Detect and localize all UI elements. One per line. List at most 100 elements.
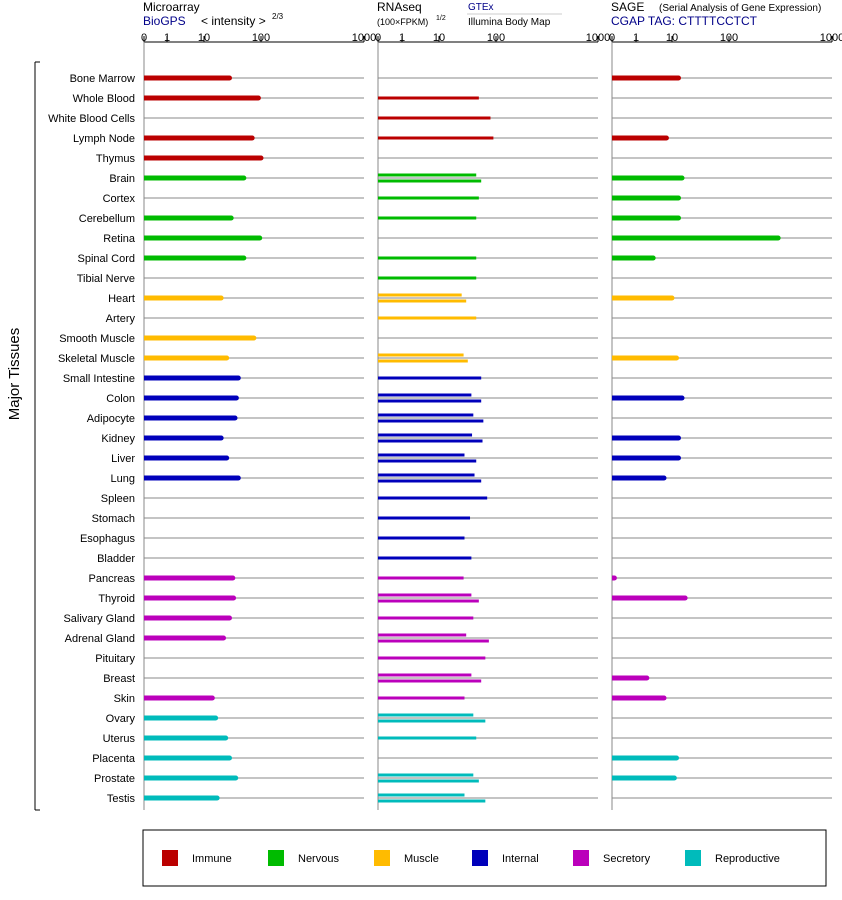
side-label: Major Tissues (6, 328, 23, 421)
sage-bar-end (682, 595, 688, 601)
tissue-label: Bone Marrow (70, 73, 135, 85)
microarray-bar-end (235, 475, 241, 481)
tissue-label: Lung (111, 473, 135, 485)
microarray-bar-end (257, 235, 263, 241)
microarray-bar-end (221, 635, 227, 641)
tissue-label: Prostate (94, 773, 135, 785)
microarray-bar-end (226, 75, 232, 81)
microarray-bar-end (226, 615, 232, 621)
tissue-label: Tibial Nerve (77, 273, 135, 285)
microarray-bar-end (228, 215, 234, 221)
microarray-exponent: 2/3 (272, 12, 284, 21)
tissue-label: Testis (107, 793, 136, 805)
side-bracket (34, 61, 40, 811)
microarray-bar-end (231, 595, 237, 601)
microarray-bar-end (214, 795, 220, 801)
rnaseq-source-illumina: Illumina Body Map (468, 17, 551, 28)
sage-subtitle: (Serial Analysis of Gene Expression) (659, 3, 821, 14)
tissue-label: Kidney (101, 433, 135, 445)
tissue-label: Esophagus (80, 533, 136, 545)
sage-bar-end (775, 235, 781, 241)
gridlines (144, 77, 832, 799)
sage-tag[interactable]: CGAP TAG: CTTTTCCTCT (611, 14, 758, 28)
sage-bar-end (611, 575, 617, 581)
microarray-bar-end (233, 775, 239, 781)
sage-bar-end (661, 695, 667, 701)
bars (144, 75, 781, 803)
sage-bar-end (679, 175, 685, 181)
rnaseq-tick-label: 10 (433, 32, 445, 44)
rnaseq-tick-label: 1000 (586, 32, 610, 44)
tissue-label: Ovary (106, 713, 136, 725)
legend-swatch-secretory (573, 850, 589, 866)
legend-label-internal: Internal (502, 853, 539, 865)
sage-bar-end (675, 75, 681, 81)
microarray-bar-end (230, 575, 236, 581)
sage-bar-end (674, 755, 680, 761)
microarray-unit: < intensity > (201, 14, 266, 28)
legend-swatch-immune (162, 850, 178, 866)
legend: Immune Nervous Muscle Internal Secretory Repr… (162, 850, 780, 866)
sage-bar-end (675, 215, 681, 221)
microarray-source[interactable]: BioGPS (143, 14, 186, 28)
tissue-label: Thymus (96, 153, 136, 165)
tissue-label: Brain (109, 173, 135, 185)
sage-bar-end (675, 435, 681, 441)
rnaseq-exponent: 1/2 (436, 15, 446, 22)
microarray-bar-end (251, 335, 257, 341)
microarray-bar-end (258, 155, 264, 161)
tissue-label: Pancreas (89, 573, 136, 585)
microarray-tick-label: 100 (252, 32, 270, 44)
sage-bar-end (679, 395, 685, 401)
legend-label-secretory: Secretory (603, 853, 651, 865)
sage-tick-label: 10 (666, 32, 678, 44)
sage-bar-end (675, 455, 681, 461)
sage-header: SAGE (Serial Analysis of Gene Expression… (611, 0, 821, 28)
tissue-label: Adrenal Gland (65, 633, 135, 645)
tissue-label: Liver (111, 453, 135, 465)
sage-bar-end (675, 195, 681, 201)
sage-tick-label: 1000 (820, 32, 842, 44)
tissue-label: Spinal Cord (78, 253, 135, 265)
tissue-label: White Blood Cells (48, 113, 135, 125)
microarray-bar-end (209, 695, 215, 701)
tissue-label: Artery (106, 313, 136, 325)
microarray-bar-end (218, 295, 224, 301)
sage-bar-end (671, 775, 677, 781)
rnaseq-tick-label: 100 (487, 32, 505, 44)
tissue-label: Heart (108, 293, 135, 305)
microarray-bar-end (249, 135, 255, 141)
microarray-tick-label: 1 (164, 32, 170, 44)
sage-title: SAGE (611, 0, 644, 14)
legend-swatch-internal (472, 850, 488, 866)
microarray-bar-end (235, 375, 241, 381)
tissue-label: Colon (106, 393, 135, 405)
tissue-label: Whole Blood (73, 93, 135, 105)
tissue-label: Salivary Gland (63, 613, 135, 625)
microarray-bar-end (224, 355, 230, 361)
microarray-bar-end (213, 715, 219, 721)
legend-swatch-reproductive (685, 850, 701, 866)
microarray-bar-end (233, 395, 239, 401)
tissue-label: Stomach (92, 513, 135, 525)
sage-bar-end (644, 675, 650, 681)
tissue-label: Uterus (103, 733, 136, 745)
tissue-label: Pituitary (95, 653, 135, 665)
legend-swatch-nervous (268, 850, 284, 866)
tissue-label: Thyroid (98, 593, 135, 605)
tissue-label: Placenta (92, 753, 136, 765)
sage-tick-label: 100 (720, 32, 738, 44)
sage-bar-end (661, 475, 667, 481)
tissue-label: Skin (114, 693, 135, 705)
sage-bar-end (674, 355, 680, 361)
rnaseq-header: RNAseq (100×FPKM) 1/2 GTEx Illumina Body… (377, 0, 562, 28)
tissue-label: Adipocyte (87, 413, 135, 425)
rnaseq-source-gtex[interactable]: GTEx (468, 2, 494, 13)
sage-tick-label: 1 (633, 32, 639, 44)
sage-bar-end (669, 295, 675, 301)
rnaseq-tick-label: 1 (399, 32, 405, 44)
microarray-bar-end (224, 455, 230, 461)
tissue-label: Retina (103, 233, 136, 245)
